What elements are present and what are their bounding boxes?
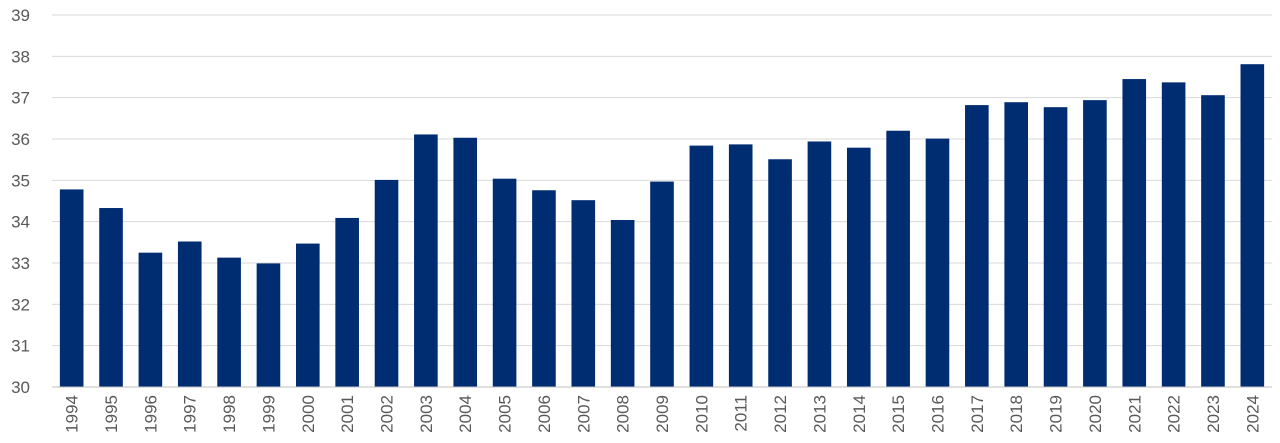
bar-2016 xyxy=(925,138,950,387)
x-tick-label: 2004 xyxy=(456,395,475,433)
x-tick-label: 2012 xyxy=(771,395,790,433)
x-axis-tick-labels: 1994 1995 1996 1997 1998 1999 2000 2001 2002 2003… xyxy=(63,395,1263,433)
x-tick-label: 2024 xyxy=(1243,395,1262,433)
x-tick-label: 2019 xyxy=(1047,395,1066,433)
bar-2002 xyxy=(374,179,399,387)
bar-1994 xyxy=(59,189,84,387)
bar-2020 xyxy=(1083,100,1107,387)
bar-1998 xyxy=(217,257,241,387)
bar-2007 xyxy=(571,200,596,387)
x-tick-label: 2000 xyxy=(299,395,318,433)
bar-2008 xyxy=(610,220,635,387)
x-tick-label: 2006 xyxy=(535,395,554,433)
bar-2009 xyxy=(650,181,674,387)
x-tick-label: 2015 xyxy=(889,395,908,433)
y-tick-label: 30 xyxy=(11,378,30,397)
x-tick-label: 2005 xyxy=(496,395,515,433)
x-tick-label: 2021 xyxy=(1125,395,1144,433)
bar-2024 xyxy=(1240,64,1265,387)
bar-2001 xyxy=(335,217,359,387)
x-tick-label: 2009 xyxy=(653,395,672,433)
bar-2018 xyxy=(1004,102,1028,388)
bar-2004 xyxy=(453,137,478,387)
x-tick-label: 2017 xyxy=(968,395,987,433)
bar-2003 xyxy=(414,134,438,387)
y-tick-label: 36 xyxy=(11,130,30,149)
bar-2000 xyxy=(296,243,320,387)
x-tick-label: 2023 xyxy=(1204,395,1223,433)
x-tick-label: 2011 xyxy=(732,395,751,432)
bar-2021 xyxy=(1122,79,1147,388)
y-axis-tick-labels: 30 31 32 33 34 35 36 37 38 39 xyxy=(11,6,30,397)
bar-2022 xyxy=(1161,82,1186,387)
y-tick-label: 34 xyxy=(11,213,30,232)
bars xyxy=(59,64,1265,388)
bar-2010 xyxy=(689,145,714,387)
x-tick-label: 1999 xyxy=(259,395,278,433)
y-tick-label: 32 xyxy=(11,295,30,314)
bar-2011 xyxy=(728,144,753,387)
x-tick-label: 2016 xyxy=(928,395,947,433)
bar-1999 xyxy=(256,263,281,387)
bar-1997 xyxy=(177,241,202,387)
y-tick-label: 31 xyxy=(11,337,30,356)
x-tick-label: 2020 xyxy=(1086,395,1105,433)
y-tick-label: 38 xyxy=(11,47,30,66)
bar-1996 xyxy=(138,252,163,387)
bar-2019 xyxy=(1043,107,1068,387)
x-tick-label: 1997 xyxy=(181,395,200,433)
x-tick-label: 2008 xyxy=(614,395,633,433)
x-tick-label: 2002 xyxy=(378,395,397,433)
x-tick-label: 2018 xyxy=(1007,395,1026,433)
bar-2012 xyxy=(768,159,792,387)
x-tick-label: 2013 xyxy=(810,395,829,433)
y-tick-label: 39 xyxy=(11,6,30,25)
bar-1995 xyxy=(99,208,123,387)
x-tick-label: 2022 xyxy=(1165,395,1184,433)
bar-2014 xyxy=(846,147,871,387)
gridlines xyxy=(52,14,1272,347)
bar-2023 xyxy=(1201,95,1225,387)
x-tick-label: 1995 xyxy=(102,395,121,433)
bar-2013 xyxy=(807,141,832,387)
x-tick-label: 1996 xyxy=(141,395,160,433)
x-tick-label: 2001 xyxy=(338,395,357,433)
bar-2015 xyxy=(886,130,910,387)
bar-2005 xyxy=(492,178,517,387)
bar-2017 xyxy=(965,105,989,388)
x-tick-label: 1994 xyxy=(63,395,82,433)
bar-2006 xyxy=(532,190,556,387)
y-tick-label: 35 xyxy=(11,171,30,190)
x-tick-label: 2003 xyxy=(417,395,436,433)
y-tick-label: 33 xyxy=(11,254,30,273)
y-tick-label: 37 xyxy=(11,89,30,108)
x-tick-label: 2014 xyxy=(850,395,869,433)
x-tick-label: 1998 xyxy=(220,395,239,433)
x-tick-label: 2007 xyxy=(574,395,593,433)
x-tick-label: 2010 xyxy=(692,395,711,433)
